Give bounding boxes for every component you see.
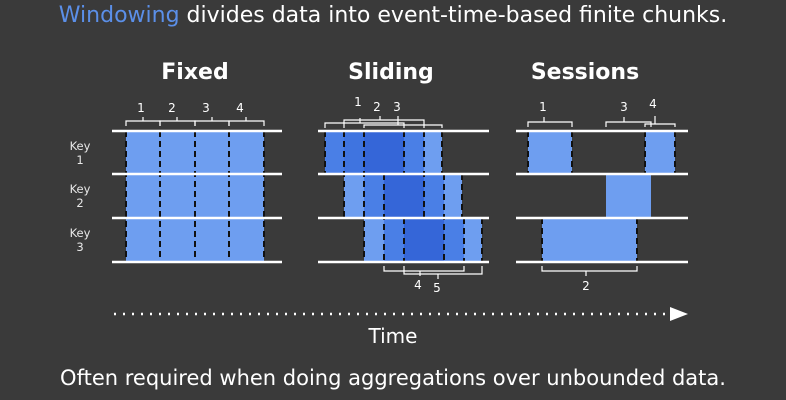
session-brace [541, 266, 638, 276]
fixed-window-label: 1 [137, 101, 145, 115]
fixed-window-label: 3 [202, 101, 210, 115]
headline-highlight: Windowing [58, 3, 180, 28]
session-window [528, 131, 572, 174]
sliding-cell [444, 174, 462, 218]
fixed-title: Fixed [161, 60, 229, 85]
sliding-brace [343, 119, 425, 128]
sliding-brace [363, 116, 443, 128]
fixed-window-label: 2 [168, 101, 176, 115]
sliding-window-label: 2 [373, 100, 381, 114]
sliding-window-label: 3 [393, 100, 401, 114]
session-window [645, 131, 675, 174]
session-brace [644, 116, 676, 127]
sliding-panel: 1 2 3 4 5 [318, 95, 489, 295]
fixed-brace [159, 117, 196, 126]
time-label: Time [368, 324, 418, 348]
sessions-title: Sessions [530, 60, 640, 85]
sliding-cell [325, 131, 344, 174]
key-label-2: Key 2 [69, 182, 91, 210]
session-brace [605, 117, 652, 127]
fixed-brace [194, 117, 230, 126]
session-window-label: 3 [620, 100, 628, 114]
sliding-cell [344, 174, 364, 218]
sessions-panel: 1 3 4 2 [516, 97, 688, 293]
fixed-brace [125, 117, 161, 126]
session-window-label: 4 [649, 97, 657, 111]
sliding-window-label: 4 [414, 278, 422, 292]
footer-text: Often required when doing aggregations o… [60, 366, 726, 390]
sliding-title: Sliding [348, 60, 434, 85]
session-window [542, 218, 637, 262]
sliding-cell [384, 174, 424, 218]
session-window-label: 2 [582, 279, 590, 293]
sliding-cell [384, 218, 404, 262]
sliding-cell [404, 131, 424, 174]
sliding-cell [344, 131, 364, 174]
time-arrow-icon [670, 307, 688, 321]
sliding-cell [464, 218, 482, 262]
key-label-1: Key 1 [69, 139, 91, 167]
session-window-label: 1 [539, 100, 547, 114]
sliding-cell [444, 218, 464, 262]
fixed-window-label: 4 [236, 101, 244, 115]
sliding-cell [364, 131, 404, 174]
sliding-cell [364, 174, 384, 218]
fixed-brace [228, 117, 265, 126]
sliding-cell [424, 131, 442, 174]
fixed-panel: 1 2 3 4 [112, 101, 282, 264]
session-window [606, 174, 651, 218]
headline-rest: divides data into event-time-based finit… [179, 3, 728, 28]
key-label-3: Key 3 [69, 226, 91, 254]
session-brace [527, 117, 573, 127]
time-axis [114, 307, 688, 321]
sliding-window-label: 5 [433, 281, 441, 295]
headline: Windowing divides data into event-time-b… [0, 3, 786, 28]
sliding-window-label: 1 [354, 95, 362, 109]
sliding-cell [404, 218, 444, 262]
sliding-cell [364, 218, 384, 262]
sliding-cell [424, 174, 444, 218]
sliding-brace [403, 266, 483, 279]
